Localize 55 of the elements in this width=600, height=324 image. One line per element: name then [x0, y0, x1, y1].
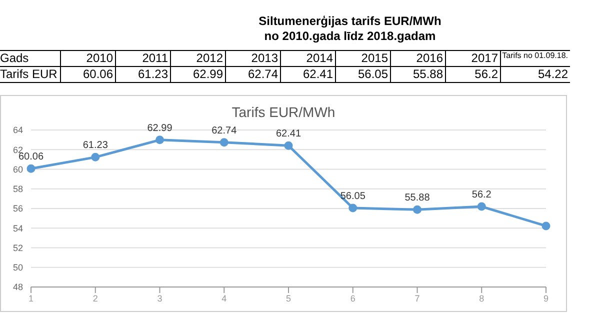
text: 62.99 — [170, 67, 225, 82]
point — [413, 205, 422, 214]
point — [477, 202, 486, 211]
point — [284, 141, 293, 150]
text: 2011 — [115, 51, 170, 66]
y-tick-label: 64 — [12, 125, 23, 136]
x-tick-label: 1 — [28, 293, 34, 304]
x-tick-label: 6 — [350, 293, 356, 304]
data-label: 56.2 — [472, 190, 492, 201]
data-label: 62.41 — [276, 128, 302, 140]
text: 62.74 — [225, 67, 280, 82]
text: 56.2 — [445, 67, 500, 82]
point — [156, 136, 164, 144]
text: 2010 — [60, 51, 115, 66]
text: 2012 — [170, 51, 225, 66]
chart-title: Tarifs EUR/MWh — [230, 104, 336, 120]
y-tick-label: 52 — [12, 242, 23, 253]
y-tick-label: 50 — [12, 262, 23, 273]
data-label: 62.74 — [212, 125, 238, 136]
y-tick-label: 54 — [12, 223, 23, 234]
x-tick-label: 4 — [222, 293, 227, 304]
x-tick-label: 7 — [414, 293, 420, 304]
text: Gads — [0, 51, 30, 66]
x-tick-label: 5 — [286, 293, 292, 304]
x-tick-label: 3 — [157, 293, 162, 304]
text: 2016 — [390, 51, 445, 66]
text: 54.22 — [500, 67, 570, 82]
point — [91, 152, 100, 162]
x-tick-label: 2 — [92, 293, 98, 304]
text: 56.05 — [335, 67, 390, 82]
y-tick-label: 56 — [12, 204, 23, 214]
text: Tarifs EUR — [0, 67, 58, 82]
text: 55.88 — [390, 67, 445, 82]
text: no 2010.gada līdz 2018.gadam — [263, 29, 437, 44]
x-tick-label: 8 — [479, 293, 484, 304]
text: 2014 — [280, 51, 335, 66]
y-tick-label: 58 — [12, 184, 23, 194]
point — [26, 164, 36, 173]
y-tick-label: 60 — [12, 164, 23, 174]
data-label: 61.23 — [82, 140, 108, 152]
text: Tarifs no 01.09.18. — [500, 51, 570, 66]
y-tick-label: 48 — [12, 282, 23, 292]
point — [542, 222, 550, 230]
x-tick-label: 9 — [543, 293, 549, 304]
data-label: 55.88 — [404, 192, 430, 204]
text: 2017 — [445, 51, 500, 66]
point — [348, 204, 358, 212]
text: Siltumenerģijas tarifs EUR/MWh — [258, 14, 442, 29]
text: 62.41 — [280, 67, 335, 82]
text: 60.06 — [60, 67, 115, 82]
data-label: 62.99 — [147, 122, 173, 134]
text: 61.23 — [115, 67, 170, 82]
point — [220, 138, 228, 147]
text: 2013 — [225, 51, 280, 66]
text: 2015 — [335, 51, 390, 66]
